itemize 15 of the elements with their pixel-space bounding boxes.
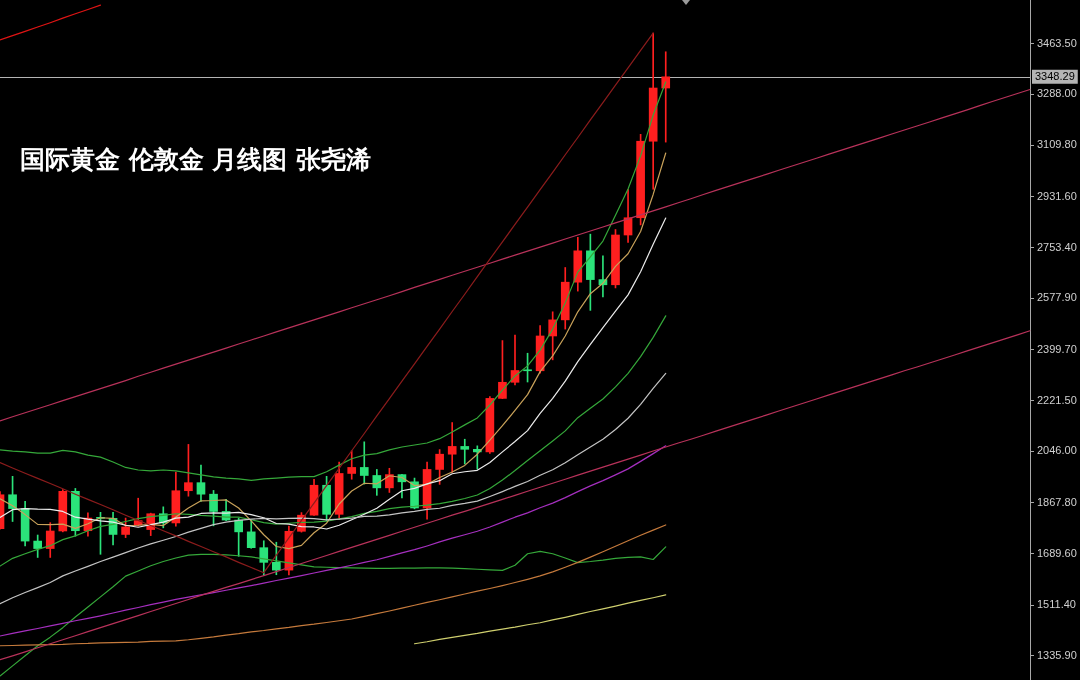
y-tick-label: 2753.40 (1037, 240, 1077, 253)
y-tick-label: 3288.00 (1037, 87, 1077, 100)
y-tick-label: 1867.80 (1037, 495, 1077, 508)
y-tick-label: 1511.40 (1037, 598, 1076, 611)
y-tick-label: 1335.90 (1037, 648, 1077, 661)
y-tick-label: 2931.60 (1037, 189, 1077, 202)
y-tick-label: 1689.60 (1037, 546, 1077, 559)
ref-line-label: 3348.29 (1035, 70, 1075, 83)
y-tick-label: 3463.50 (1037, 36, 1077, 49)
y-tick-label: 3109.80 (1037, 138, 1077, 151)
y-tick-label: 2046.00 (1037, 444, 1077, 457)
y-tick-label: 2399.70 (1037, 342, 1077, 355)
y-tick-label: 2577.90 (1037, 291, 1077, 304)
text: 国际黄金 伦敦金 月线图 张尧浠 (20, 145, 371, 174)
y-tick-label: 2221.50 (1037, 393, 1077, 406)
